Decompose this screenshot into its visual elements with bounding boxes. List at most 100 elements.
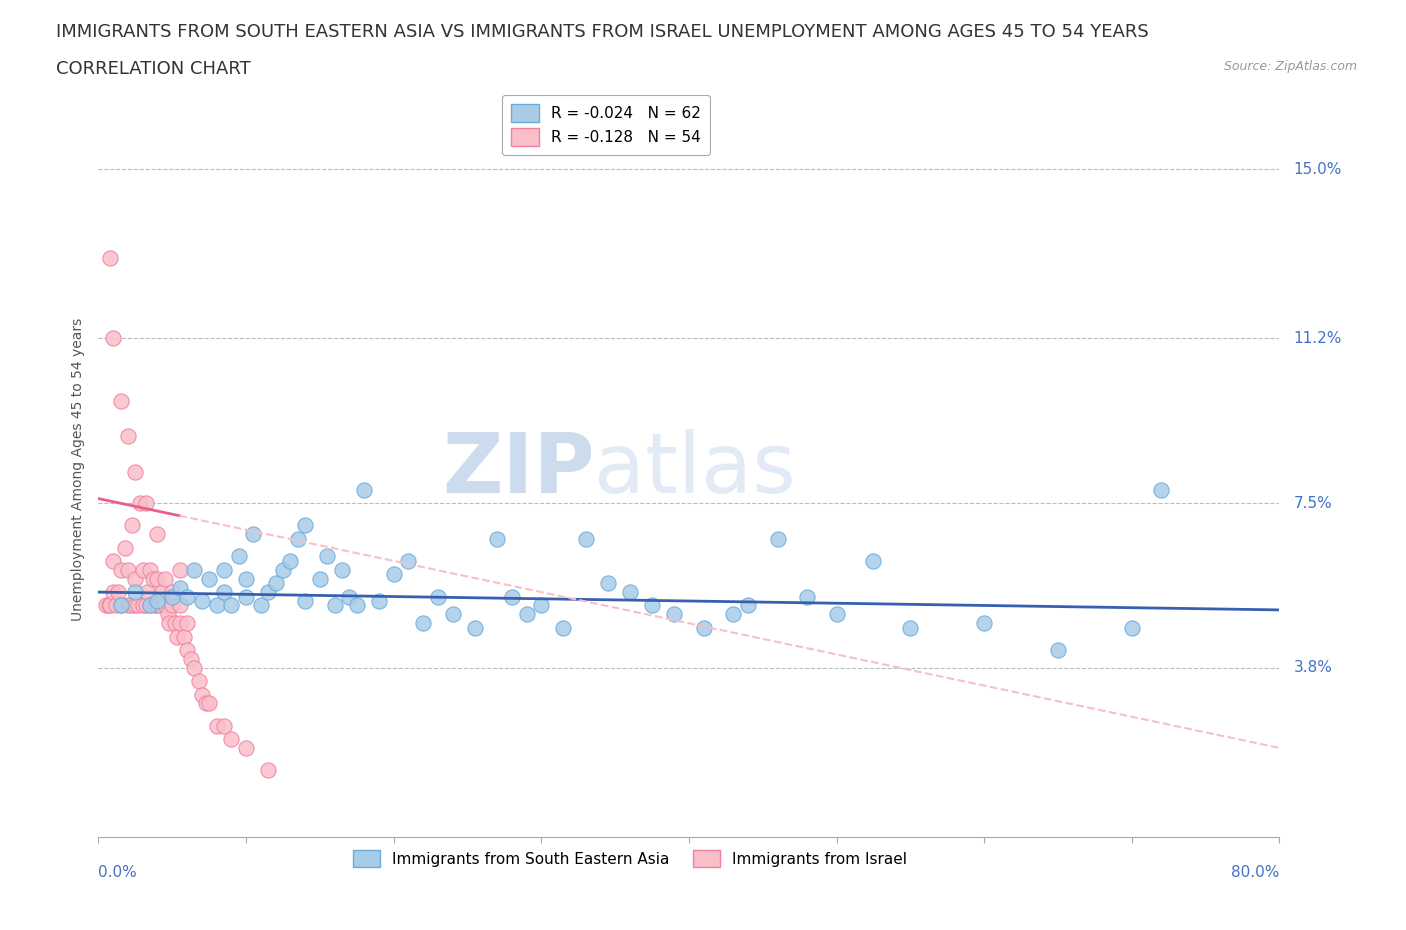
- Point: [619, 585, 641, 600]
- Point: [146, 593, 169, 608]
- Point: [187, 673, 209, 688]
- Point: [114, 540, 136, 555]
- Point: [664, 607, 686, 622]
- Point: [110, 598, 132, 613]
- Point: [94, 598, 117, 613]
- Point: [575, 531, 598, 546]
- Point: [287, 531, 309, 546]
- Point: [146, 598, 169, 613]
- Point: [110, 563, 132, 578]
- Point: [205, 718, 228, 733]
- Point: [368, 593, 391, 608]
- Point: [323, 598, 346, 613]
- Point: [103, 553, 125, 568]
- Point: [117, 598, 139, 613]
- Point: [107, 585, 129, 600]
- Text: 15.0%: 15.0%: [1294, 162, 1341, 177]
- Point: [339, 589, 361, 604]
- Point: [191, 593, 214, 608]
- Point: [150, 585, 173, 600]
- Point: [169, 616, 191, 631]
- Point: [98, 598, 121, 613]
- Text: CORRELATION CHART: CORRELATION CHART: [56, 60, 252, 78]
- Point: [117, 563, 139, 578]
- Point: [641, 598, 664, 613]
- Point: [212, 585, 235, 600]
- Point: [139, 563, 162, 578]
- Point: [127, 598, 149, 613]
- Point: [162, 598, 183, 613]
- Point: [162, 589, 183, 604]
- Point: [103, 331, 125, 346]
- Point: [110, 598, 132, 613]
- Point: [98, 251, 121, 266]
- Point: [553, 620, 575, 635]
- Point: [169, 598, 191, 613]
- Point: [157, 616, 180, 631]
- Legend: Immigrants from South Eastern Asia, Immigrants from Israel: Immigrants from South Eastern Asia, Immi…: [346, 844, 914, 873]
- Point: [183, 563, 205, 578]
- Point: [198, 571, 221, 586]
- Point: [973, 616, 995, 631]
- Point: [486, 531, 509, 546]
- Point: [516, 607, 538, 622]
- Point: [198, 696, 221, 711]
- Point: [212, 563, 235, 578]
- Point: [205, 598, 228, 613]
- Point: [264, 576, 287, 591]
- Point: [257, 585, 280, 600]
- Point: [169, 580, 191, 595]
- Point: [235, 571, 257, 586]
- Point: [195, 696, 218, 711]
- Point: [1046, 643, 1070, 658]
- Point: [412, 616, 434, 631]
- Point: [166, 630, 188, 644]
- Point: [294, 593, 316, 608]
- Point: [173, 630, 195, 644]
- Point: [382, 567, 405, 582]
- Point: [242, 526, 264, 541]
- Point: [135, 496, 157, 511]
- Point: [120, 598, 142, 613]
- Point: [132, 598, 155, 613]
- Point: [309, 571, 332, 586]
- Text: 80.0%: 80.0%: [1232, 865, 1279, 880]
- Point: [441, 607, 464, 622]
- Point: [464, 620, 486, 635]
- Point: [235, 740, 257, 755]
- Point: [825, 607, 848, 622]
- Point: [257, 763, 280, 777]
- Point: [316, 549, 339, 564]
- Point: [146, 571, 169, 586]
- Point: [693, 620, 716, 635]
- Point: [228, 549, 250, 564]
- Point: [132, 563, 155, 578]
- Point: [862, 553, 884, 568]
- Text: 0.0%: 0.0%: [98, 865, 138, 880]
- Point: [124, 571, 146, 586]
- Point: [271, 563, 294, 578]
- Point: [427, 589, 450, 604]
- Point: [110, 393, 132, 408]
- Point: [1150, 483, 1173, 498]
- Point: [105, 598, 128, 613]
- Point: [900, 620, 922, 635]
- Point: [135, 598, 157, 613]
- Point: [176, 616, 198, 631]
- Point: [1121, 620, 1143, 635]
- Point: [146, 526, 169, 541]
- Point: [723, 607, 745, 622]
- Point: [235, 589, 257, 604]
- Text: atlas: atlas: [595, 429, 796, 511]
- Point: [280, 553, 302, 568]
- Point: [250, 598, 273, 613]
- Point: [169, 563, 191, 578]
- Point: [139, 598, 162, 613]
- Point: [330, 563, 353, 578]
- Point: [176, 589, 198, 604]
- Point: [121, 518, 143, 533]
- Point: [191, 687, 214, 702]
- Point: [139, 598, 162, 613]
- Point: [180, 651, 202, 666]
- Point: [221, 598, 243, 613]
